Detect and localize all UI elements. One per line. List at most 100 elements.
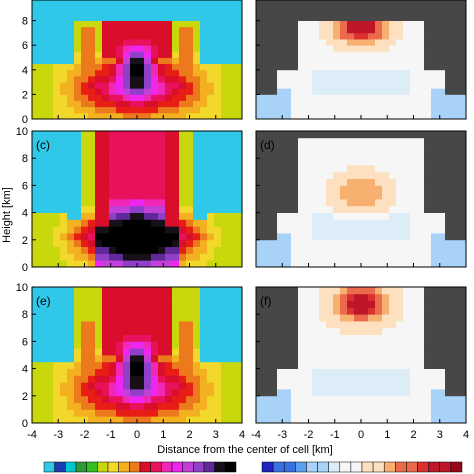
heatmap-cell — [403, 199, 411, 207]
heatmap-cell — [123, 409, 131, 417]
heatmap-cell — [39, 165, 47, 173]
heatmap-cell — [452, 171, 460, 179]
heatmap-cell — [123, 402, 131, 410]
heatmap-cell — [53, 314, 61, 322]
heatmap-cell — [214, 144, 222, 152]
heatmap-cell — [165, 321, 173, 329]
heatmap-cell — [298, 199, 306, 207]
heatmap-cell — [256, 106, 264, 114]
heatmap-cell — [60, 158, 68, 166]
heatmap-cell — [200, 137, 208, 145]
heatmap-cell — [179, 382, 187, 390]
heatmap-cell — [207, 32, 215, 40]
heatmap-cell — [235, 14, 243, 21]
y-tick-label: 6 — [22, 336, 28, 348]
heatmap-cell — [424, 32, 432, 40]
heatmap-cell — [347, 131, 355, 139]
heatmap-cell — [452, 300, 460, 308]
heatmap-cell — [382, 26, 390, 34]
heatmap-cell — [81, 185, 89, 193]
heatmap-cell — [438, 151, 446, 159]
heatmap-cell — [382, 32, 390, 40]
heatmap-cell — [32, 185, 40, 193]
heatmap-cell — [39, 14, 47, 21]
heatmap-cell — [235, 260, 243, 268]
heatmap-cell — [200, 2, 208, 9]
heatmap-cell — [424, 39, 432, 46]
heatmap-cell — [333, 57, 341, 65]
heatmap-cell — [361, 192, 369, 200]
heatmap-cell — [361, 151, 369, 159]
heatmap-cell — [116, 8, 124, 15]
heatmap-cell — [172, 2, 180, 9]
heatmap-cell — [270, 348, 278, 356]
heatmap-cell — [263, 32, 271, 40]
heatmap-cell — [214, 212, 222, 220]
heatmap-cell — [291, 253, 299, 261]
heatmap-cell — [305, 361, 313, 369]
heatmap-cell — [221, 341, 229, 349]
heatmap-cell — [228, 144, 236, 152]
heatmap-cell — [270, 144, 278, 152]
heatmap-cell — [109, 112, 117, 120]
heatmap-cell — [172, 137, 180, 145]
heatmap-cell — [221, 300, 229, 308]
heatmap-cell — [375, 395, 383, 403]
heatmap-cell — [284, 8, 292, 15]
heatmap-cell — [207, 205, 215, 213]
heatmap-cell — [298, 165, 306, 173]
heatmap-cell — [46, 205, 54, 213]
heatmap-cell — [102, 212, 110, 220]
heatmap-cell — [256, 144, 264, 152]
heatmap-cell — [214, 171, 222, 179]
heatmap-cell — [32, 2, 40, 9]
heatmap-cell — [179, 8, 187, 15]
heatmap-cell — [438, 57, 446, 65]
heatmap-cell — [263, 185, 271, 193]
heatmap-cell — [361, 260, 369, 268]
heatmap-cell — [340, 355, 348, 363]
heatmap-cell — [179, 219, 187, 227]
heatmap-cell — [277, 178, 285, 186]
heatmap-cell — [340, 131, 348, 139]
heatmap-cell — [46, 14, 54, 21]
heatmap-cell — [389, 395, 397, 403]
heatmap-cell — [410, 334, 418, 342]
heatmap-cell — [354, 131, 362, 139]
heatmap-cell — [452, 402, 460, 410]
heatmap-cell — [438, 348, 446, 356]
heatmap-cell — [109, 45, 117, 52]
heatmap-cell — [417, 395, 425, 403]
heatmap-cell — [375, 151, 383, 159]
heatmap-cell — [123, 57, 131, 65]
heatmap-cell — [263, 260, 271, 268]
heatmap-cell — [39, 233, 47, 241]
heatmap-cell — [270, 409, 278, 417]
heatmap-cell — [452, 246, 460, 254]
heatmap-cell — [284, 355, 292, 363]
heatmap-cell — [179, 321, 187, 329]
heatmap-cell — [431, 409, 439, 417]
heatmap-cell — [298, 26, 306, 34]
heatmap-cell — [445, 94, 453, 101]
heatmap-cell — [326, 57, 334, 65]
heatmap-cell — [284, 293, 292, 301]
heatmap-cell — [74, 20, 82, 28]
heatmap-cell — [102, 106, 110, 114]
heatmap-cell — [144, 219, 152, 227]
heatmap-cell — [277, 165, 285, 173]
heatmap-cell — [179, 131, 187, 139]
heatmap-cell — [200, 341, 208, 349]
heatmap-cell — [375, 253, 383, 261]
heatmap-cell — [60, 32, 68, 40]
heatmap-cell — [74, 321, 82, 329]
heatmap-cell — [95, 57, 103, 65]
heatmap-cell — [326, 416, 334, 424]
heatmap-cell — [354, 205, 362, 213]
heatmap-cell — [186, 137, 194, 145]
heatmap-cell — [207, 51, 215, 58]
heatmap-cell — [186, 88, 194, 95]
heatmap-cell — [410, 151, 418, 159]
heatmap-cell — [263, 94, 271, 101]
heatmap-cell — [228, 199, 236, 207]
